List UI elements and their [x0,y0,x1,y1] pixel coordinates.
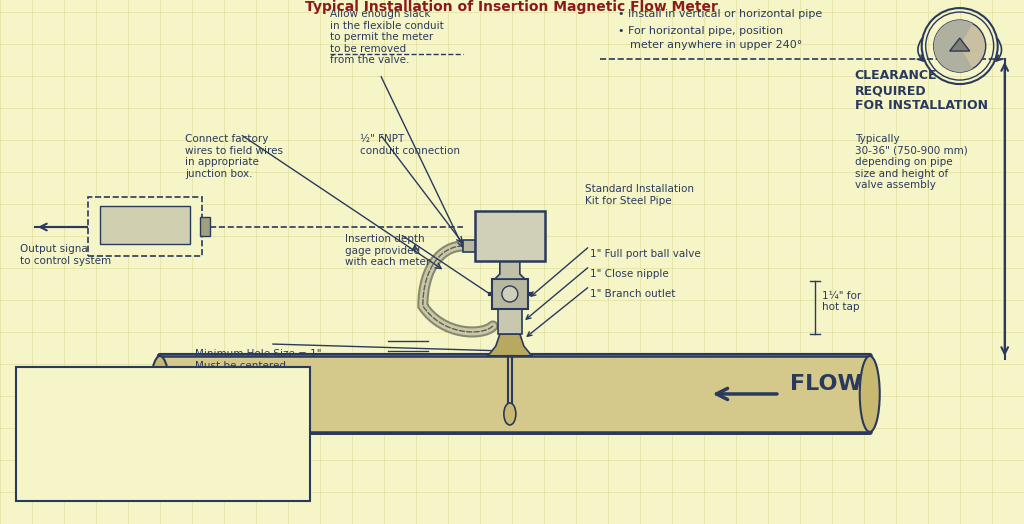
Polygon shape [200,217,210,236]
Text: Display or
BTU Meter
(Optional): Display or BTU Meter (Optional) [94,203,148,236]
Text: Note:: Note: [26,377,60,387]
Ellipse shape [150,356,170,432]
Text: Output signal(s)
to control system: Output signal(s) to control system [20,244,112,266]
Text: Insertion depth
gage provided
with each meter: Insertion depth gage provided with each … [345,234,430,267]
Text: • For horizontal pipe, position: • For horizontal pipe, position [617,26,783,36]
Text: Allow enough slack
in the flexible conduit
to permit the meter
to be removed
fro: Allow enough slack in the flexible condu… [330,9,443,66]
Text: meter anywhere in upper 240°: meter anywhere in upper 240° [630,40,802,50]
Text: 1" Full port ball valve: 1" Full port ball valve [590,249,700,259]
Text: 1¼" for
hot tap: 1¼" for hot tap [821,291,861,312]
Polygon shape [949,38,970,51]
Text: CLEARANCE
REQUIRED
FOR INSTALLATION: CLEARANCE REQUIRED FOR INSTALLATION [855,69,988,112]
FancyBboxPatch shape [475,211,545,261]
FancyBboxPatch shape [88,197,202,256]
FancyBboxPatch shape [463,240,475,252]
Text: ½" FNPT
conduit connection: ½" FNPT conduit connection [359,134,460,156]
Text: FLOW: FLOW [790,374,862,394]
Ellipse shape [860,356,880,432]
Ellipse shape [504,403,516,425]
FancyBboxPatch shape [492,279,527,309]
FancyBboxPatch shape [16,367,310,501]
Polygon shape [495,261,525,279]
Text: Minimum Hole Size = 1"
Must be centered: Minimum Hole Size = 1" Must be centered [195,349,322,370]
Text: 1" Branch outlet: 1" Branch outlet [590,289,675,299]
Wedge shape [934,20,973,72]
FancyBboxPatch shape [158,354,871,434]
FancyBboxPatch shape [100,206,189,244]
FancyBboxPatch shape [498,309,522,334]
Text: Standard Installation
Kit for Steel Pipe: Standard Installation Kit for Steel Pipe [585,184,694,205]
Text: Installation kits vary based on pipe
material and application.

For installation: Installation kits vary based on pipe mat… [26,391,223,471]
Circle shape [934,20,986,72]
Text: • Install in vertical or horizontal pipe: • Install in vertical or horizontal pipe [617,9,822,19]
Text: 1" Close nipple: 1" Close nipple [590,269,669,279]
Text: Typical Installation of Insertion Magnetic Flow Meter: Typical Installation of Insertion Magnet… [305,0,718,14]
Text: Connect factory
wires to field wires
in appropriate
junction box.: Connect factory wires to field wires in … [185,134,283,179]
Circle shape [502,286,518,302]
Text: Typically
30-36" (750-900 mm)
depending on pipe
size and height of
valve assembl: Typically 30-36" (750-900 mm) depending … [855,134,968,190]
Polygon shape [487,334,531,356]
